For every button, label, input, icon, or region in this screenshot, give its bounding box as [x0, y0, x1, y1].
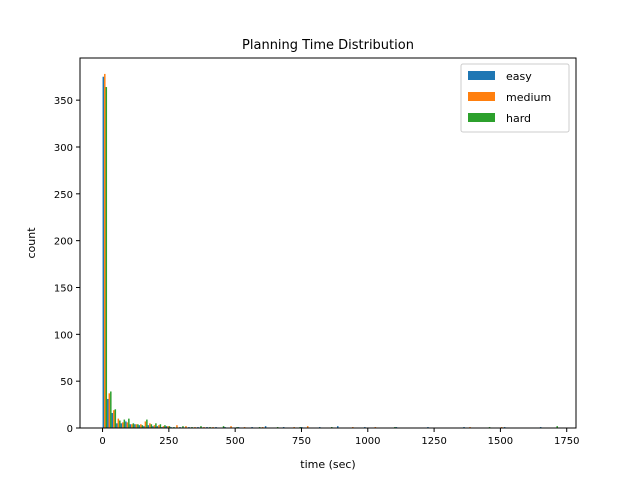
- bar-medium-15: [176, 425, 178, 428]
- bar-hard-7: [137, 424, 139, 428]
- bar-hard-12: [159, 424, 162, 428]
- bar-hard-9: [146, 419, 148, 428]
- bar-easy-8: [138, 425, 141, 428]
- bar-easy-12: [156, 426, 159, 428]
- y-tick-label-2: 100: [54, 330, 73, 341]
- legend-swatch-easy: [468, 71, 495, 80]
- bar-easy-4: [120, 423, 123, 428]
- y-tick-label-6: 300: [54, 143, 73, 154]
- bar-medium-6: [131, 424, 133, 428]
- x-tick-label-1: 250: [159, 436, 178, 447]
- bar-easy-5: [125, 421, 127, 428]
- y-tick-label-3: 150: [54, 283, 73, 294]
- x-tick-label-3: 750: [292, 436, 311, 447]
- y-axis-ticks: 0 50 100 150 200 250 300 350: [54, 96, 80, 435]
- bar-easy-10: [147, 425, 150, 428]
- x-tick-label-0: 0: [99, 436, 105, 447]
- bar-easy-2: [111, 413, 114, 428]
- bar-easy-1: [107, 398, 109, 428]
- bar-hard-10: [150, 424, 153, 428]
- legend-label-easy: easy: [506, 70, 532, 83]
- bar-hard-14: [168, 426, 171, 428]
- x-axis-ticks: 0 250 500 750 1000 1250 1500 1750: [99, 428, 579, 447]
- bar-medium-5: [126, 422, 129, 428]
- bar-hard-16: [182, 426, 184, 428]
- x-tick-label-2: 500: [226, 436, 245, 447]
- bar-hard-13: [164, 425, 166, 428]
- bar-medium-1: [108, 393, 111, 428]
- chart-title: Planning Time Distribution: [242, 38, 414, 53]
- bar-medium-12: [158, 425, 160, 428]
- bar-easy-28: [337, 426, 339, 428]
- x-axis-label: time (sec): [300, 458, 355, 471]
- y-tick-label-1: 50: [60, 377, 73, 388]
- bar-hard-18: [200, 426, 202, 428]
- bar-medium-2: [113, 410, 115, 428]
- bar-medium-16: [185, 426, 187, 428]
- bar-medium-14: [167, 426, 169, 428]
- bar-hard-8: [141, 425, 144, 428]
- bar-easy-6: [129, 424, 132, 428]
- bar-hard-5: [128, 418, 130, 428]
- bar-easy-14: [165, 426, 168, 428]
- bar-easy-3: [116, 423, 118, 428]
- bar-easy-11: [152, 426, 154, 428]
- legend-label-hard: hard: [506, 112, 531, 125]
- x-tick-label-7: 1750: [554, 436, 579, 447]
- bar-hard-1: [110, 391, 112, 428]
- y-tick-label-0: 0: [67, 424, 73, 435]
- bar-medium-3: [117, 418, 120, 428]
- y-tick-label-4: 200: [54, 237, 73, 248]
- bar-medium-10: [149, 423, 151, 428]
- bar-medium-7: [135, 424, 138, 428]
- bar-hard-0: [105, 87, 108, 428]
- bar-easy-0: [102, 76, 105, 428]
- bar-hard-2: [114, 409, 117, 428]
- x-tick-label-5: 1250: [421, 436, 446, 447]
- legend: easy medium hard: [460, 63, 570, 133]
- bar-medium-9: [144, 421, 147, 428]
- bar-hard-11: [155, 423, 157, 428]
- legend-swatch-medium: [468, 92, 495, 101]
- y-axis-label: count: [25, 227, 38, 259]
- x-tick-label-6: 1500: [488, 436, 513, 447]
- bar-hard-4: [123, 419, 126, 428]
- bar-easy-24: [264, 426, 267, 428]
- bar-hard-28: [556, 426, 558, 428]
- y-tick-label-7: 350: [54, 96, 73, 107]
- bar-hard-3: [119, 420, 121, 428]
- bar-medium-11: [153, 425, 156, 428]
- bar-medium-4: [122, 422, 124, 428]
- bars-layer: [102, 73, 558, 429]
- plot-frame: [79, 57, 577, 429]
- bar-easy-9: [143, 426, 145, 428]
- y-tick-label-5: 250: [54, 190, 73, 201]
- bar-medium-20: [230, 426, 232, 428]
- bar-hard-6: [132, 423, 135, 428]
- bar-medium-24: [306, 426, 309, 428]
- bar-medium-13: [162, 426, 165, 428]
- bar-medium-0: [104, 73, 106, 429]
- bar-easy-7: [134, 424, 136, 428]
- x-tick-label-4: 1000: [355, 436, 380, 447]
- bar-medium-8: [140, 424, 142, 428]
- legend-label-medium: medium: [506, 91, 551, 104]
- bar-hard-20: [222, 426, 225, 428]
- legend-swatch-hard: [468, 113, 495, 122]
